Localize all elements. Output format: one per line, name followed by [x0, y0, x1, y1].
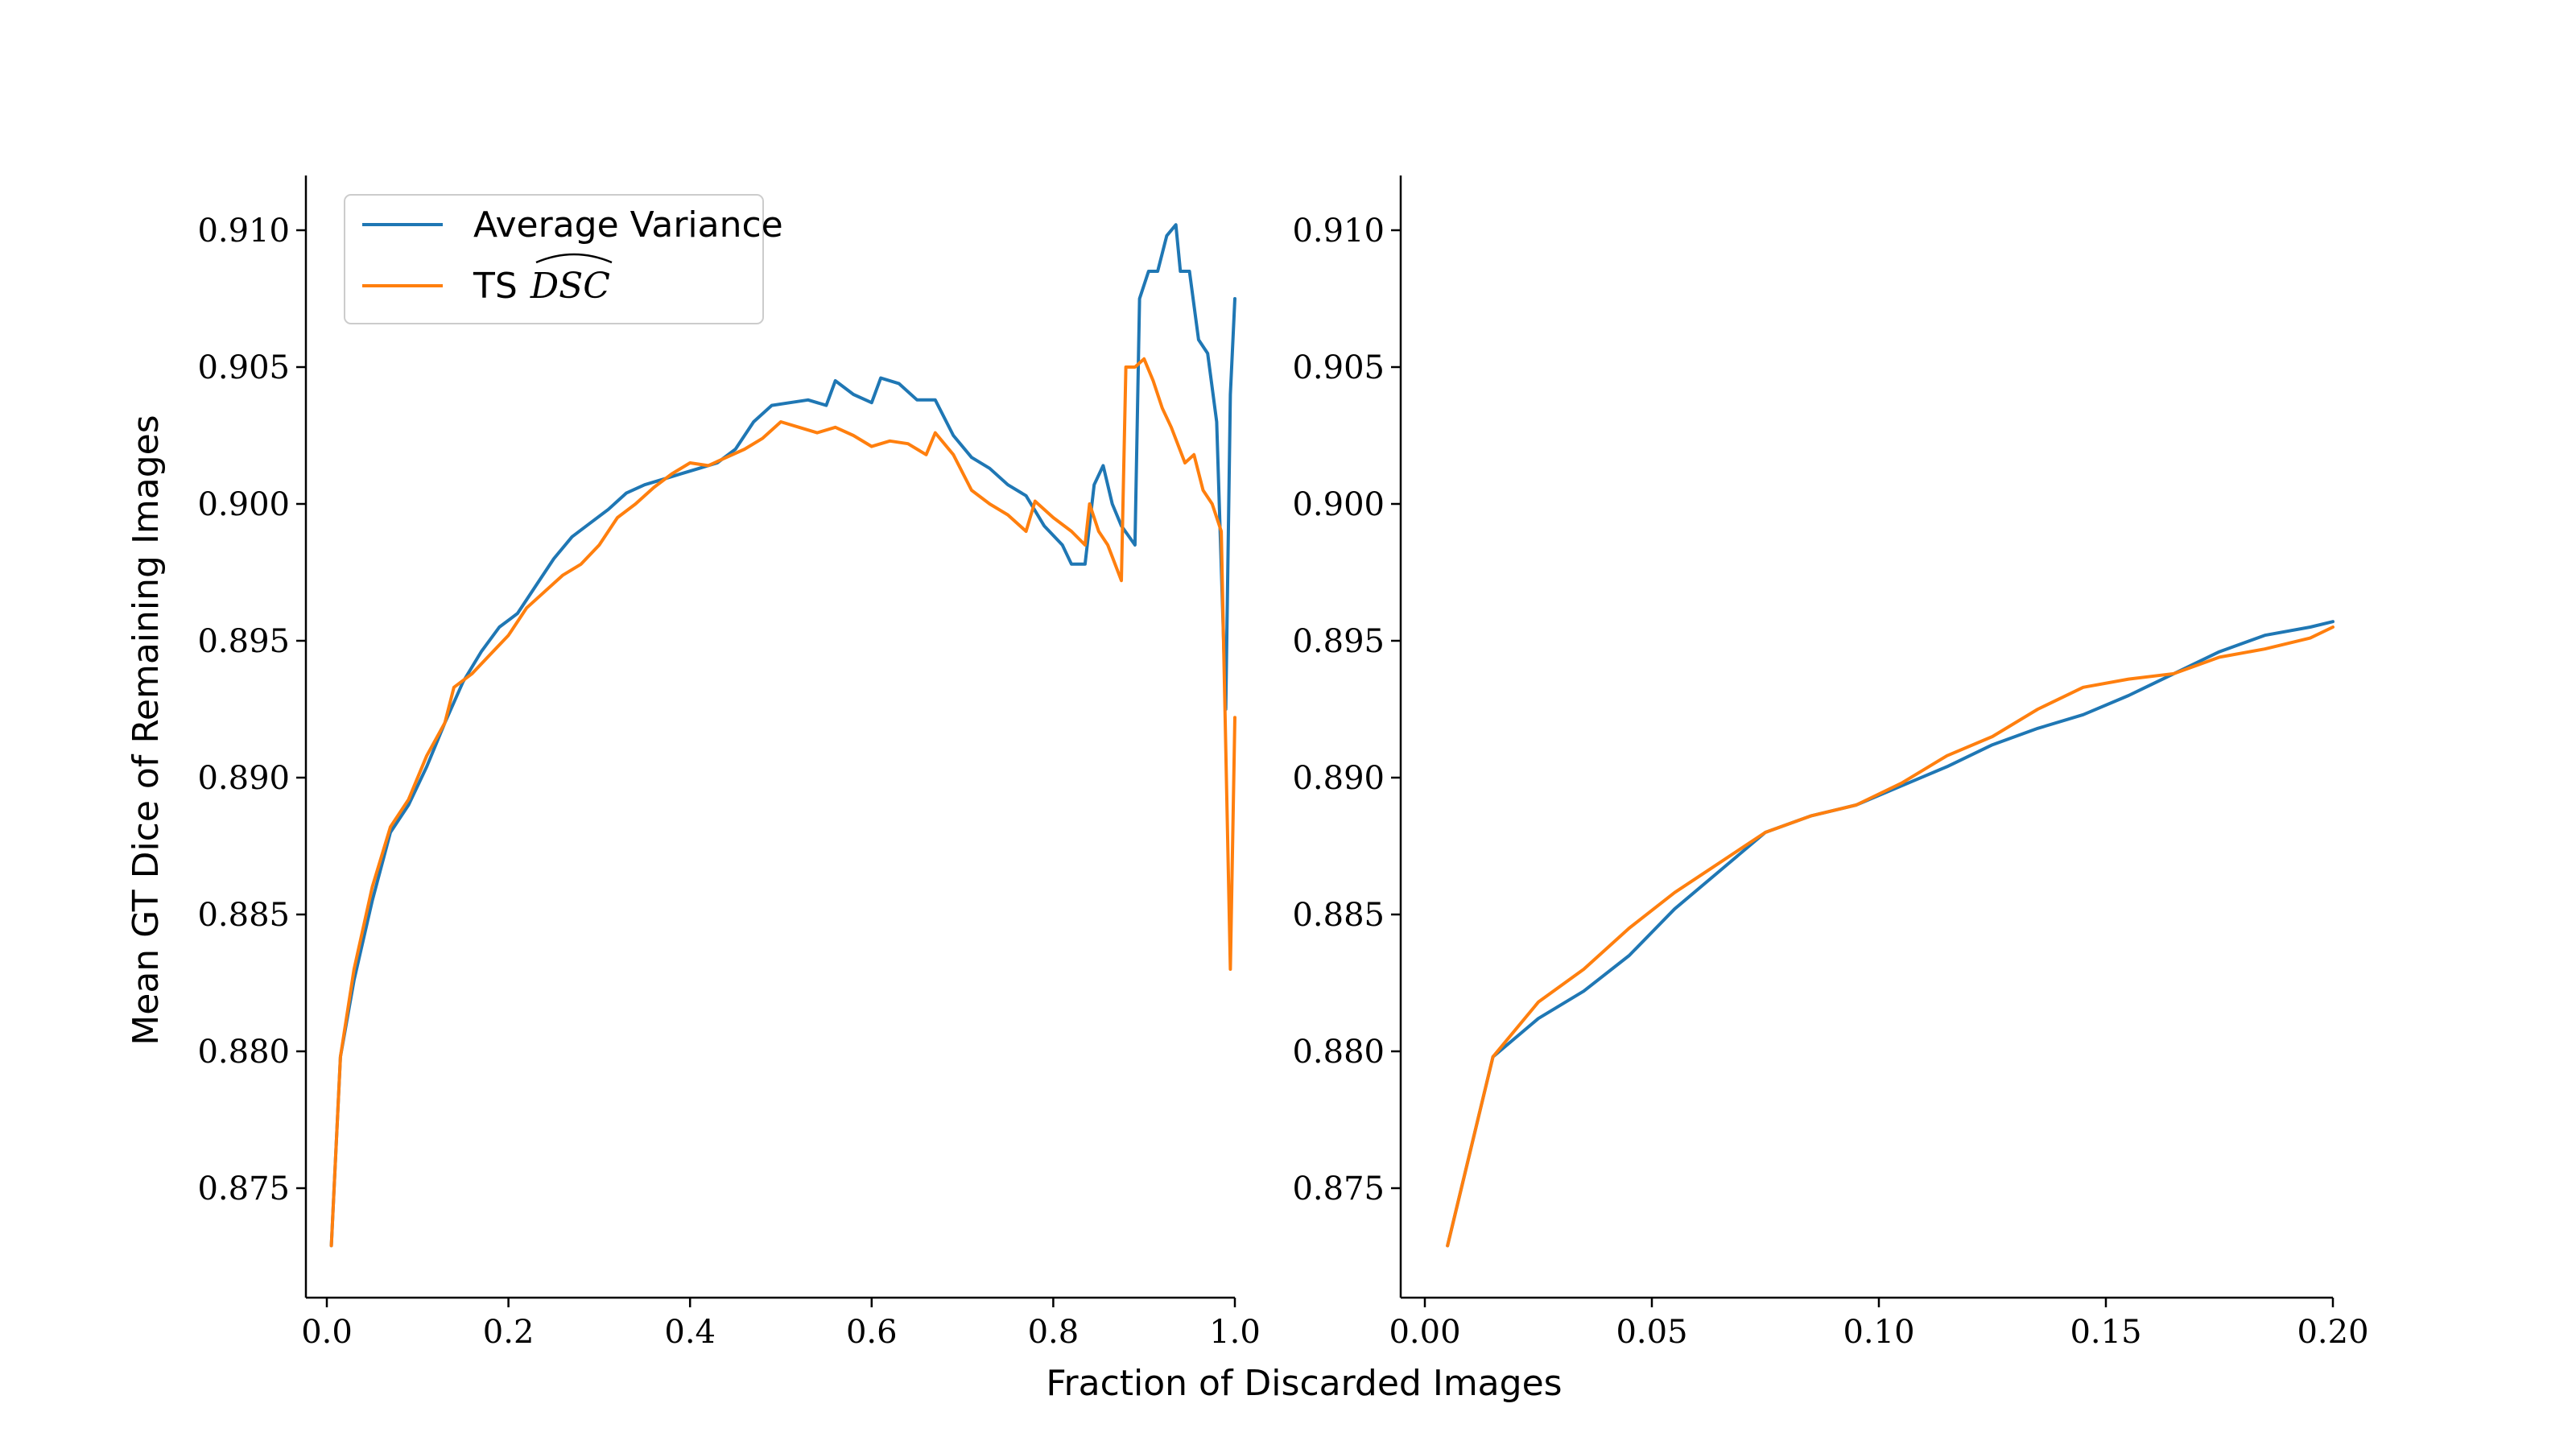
series-line-average-variance — [329, 223, 1236, 1248]
y-tick-label: 0.885 — [197, 897, 290, 934]
y-tick-label: 0.910 — [197, 213, 290, 250]
y-tick-label: 0.900 — [1292, 486, 1385, 523]
x-tick-label: 0.0 — [301, 1314, 353, 1351]
legend-label-ts-dsc: TS DSC — [473, 266, 610, 307]
legend-dsc-hat — [535, 253, 613, 264]
y-tick-label: 0.900 — [197, 486, 290, 523]
y-tick-label: 0.905 — [1292, 349, 1385, 386]
x-tick-label: 0.05 — [1616, 1314, 1687, 1351]
x-tick-label: 0.00 — [1389, 1314, 1460, 1351]
y-axis-title: Mean GT Dice of Remaining Images — [126, 415, 167, 1045]
y-tick-label: 0.880 — [1292, 1034, 1385, 1071]
y-tick-label: 0.875 — [1292, 1170, 1385, 1208]
x-tick-label: 0.6 — [846, 1314, 898, 1351]
y-tick-label: 0.905 — [197, 349, 290, 386]
y-tick-label: 0.895 — [197, 623, 290, 660]
legend-label-average-variance: Average Variance — [473, 204, 783, 246]
x-axis-title: Fraction of Discarded Images — [1046, 1363, 1562, 1404]
y-tick-label: 0.910 — [1292, 213, 1385, 250]
y-tick-label: 0.885 — [1292, 897, 1385, 934]
y-tick-label: 0.875 — [197, 1170, 290, 1208]
right-panel: 0.875 0.880 0.885 0.890 0.895 0.900 0.905 0.910… — [1292, 175, 2369, 1351]
legend: Average Variance TS DSC — [344, 194, 783, 324]
left-panel: 0.875 0.880 0.885 0.890 0.895 0.900 0.905 0.910… — [197, 175, 1261, 1351]
y-tick-label: 0.890 — [1292, 760, 1385, 797]
x-tick-label: 0.10 — [1843, 1314, 1914, 1351]
series-line-ts-dsc — [329, 357, 1236, 1248]
y-tick-label: 0.890 — [197, 760, 290, 797]
x-tick-label: 0.4 — [664, 1314, 716, 1351]
legend-label-dsc: DSC — [530, 266, 610, 307]
y-tick-label: 0.895 — [1292, 623, 1385, 660]
series-line-ts-dsc — [1446, 625, 2334, 1248]
x-tick-label: 0.20 — [2297, 1314, 2368, 1351]
legend-label-ts: TS — [473, 266, 518, 307]
x-tick-label: 0.8 — [1028, 1314, 1080, 1351]
x-tick-label: 0.15 — [2070, 1314, 2141, 1351]
x-tick-label: 1.0 — [1209, 1314, 1261, 1351]
y-tick-label: 0.880 — [197, 1034, 290, 1071]
series-line-average-variance — [1446, 620, 2334, 1248]
x-tick-label: 0.2 — [483, 1314, 535, 1351]
legend-frame — [344, 194, 764, 324]
